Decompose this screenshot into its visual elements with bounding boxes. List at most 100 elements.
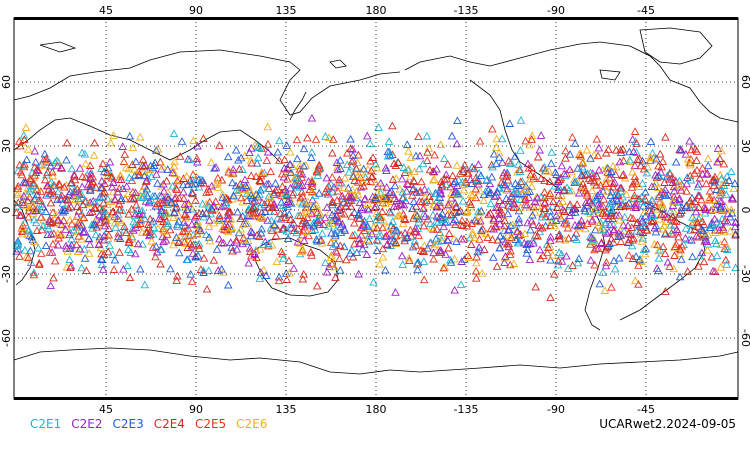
observation-marker xyxy=(507,233,516,242)
observation-marker xyxy=(109,207,118,215)
observation-marker xyxy=(697,195,706,204)
observation-marker xyxy=(135,209,145,218)
observation-marker xyxy=(590,245,599,254)
observation-marker xyxy=(32,226,42,234)
observation-marker xyxy=(125,131,135,140)
observation-marker xyxy=(258,183,268,192)
observation-marker xyxy=(557,249,566,258)
observation-marker xyxy=(375,259,384,268)
observation-marker xyxy=(272,257,282,266)
observation-marker xyxy=(628,254,638,262)
observation-marker xyxy=(233,188,243,197)
observation-marker xyxy=(597,239,606,247)
observation-marker xyxy=(245,186,255,195)
observation-marker xyxy=(346,134,355,143)
observation-marker xyxy=(391,161,401,170)
observation-marker xyxy=(34,243,43,252)
observation-marker xyxy=(98,159,108,168)
observation-marker xyxy=(499,168,509,177)
observation-marker xyxy=(232,235,241,244)
observation-marker xyxy=(293,237,303,246)
observation-marker xyxy=(512,219,521,228)
observation-marker xyxy=(307,113,317,122)
observation-marker xyxy=(658,204,667,213)
left-lat-label: 30 xyxy=(0,139,13,153)
observation-marker xyxy=(273,147,283,156)
observation-marker xyxy=(255,274,265,282)
observation-marker xyxy=(475,208,484,217)
observation-marker xyxy=(250,140,260,149)
observation-marker xyxy=(558,197,567,205)
observation-marker xyxy=(369,222,379,231)
observation-marker xyxy=(331,239,341,248)
observation-marker xyxy=(124,235,134,243)
observation-marker xyxy=(313,215,322,224)
observation-marker xyxy=(307,153,316,161)
observation-marker xyxy=(382,194,391,203)
observation-marker xyxy=(720,237,729,246)
observation-marker xyxy=(80,244,89,253)
observation-marker xyxy=(639,201,648,210)
observation-marker xyxy=(573,258,583,267)
observation-marker xyxy=(470,215,480,224)
observation-marker xyxy=(602,243,611,252)
observation-marker xyxy=(269,220,279,229)
observation-marker xyxy=(420,198,430,206)
observation-marker xyxy=(632,226,641,235)
observation-marker xyxy=(572,235,581,243)
observation-marker xyxy=(204,201,214,210)
observation-marker xyxy=(562,216,571,224)
observation-marker xyxy=(514,214,524,223)
legend-item-c2e4: C2E4 xyxy=(153,417,185,431)
observation-marker xyxy=(375,211,385,220)
observation-marker xyxy=(553,185,563,193)
observation-marker xyxy=(495,219,505,228)
observation-marker xyxy=(649,211,658,219)
observation-marker xyxy=(183,255,193,263)
observation-marker xyxy=(429,200,438,209)
observation-marker xyxy=(239,185,249,193)
observation-marker xyxy=(380,189,389,197)
observation-marker xyxy=(25,231,34,239)
observation-marker xyxy=(72,240,81,249)
left-lat-labels: 60 30 0 -30 -60 xyxy=(0,75,13,347)
observation-marker xyxy=(354,209,364,218)
observation-marker xyxy=(657,162,666,171)
observation-marker xyxy=(630,127,640,135)
observation-marker xyxy=(633,155,642,164)
observation-marker xyxy=(70,175,80,184)
observation-marker xyxy=(91,204,100,212)
observation-marker xyxy=(61,241,71,250)
observation-marker xyxy=(675,176,684,185)
observation-marker xyxy=(495,209,505,218)
observation-marker xyxy=(296,193,305,202)
right-lat-label: 30 xyxy=(739,139,750,153)
observation-marker xyxy=(267,240,277,249)
observation-marker xyxy=(97,255,107,263)
antarctica-coast xyxy=(13,347,739,375)
observation-marker xyxy=(88,177,97,185)
observation-marker xyxy=(670,242,679,251)
observation-marker xyxy=(81,173,90,181)
observation-marker xyxy=(727,205,736,214)
observation-marker xyxy=(148,216,158,225)
observation-marker xyxy=(44,185,54,193)
observation-marker xyxy=(628,135,637,143)
observation-marker xyxy=(587,186,597,194)
observation-marker xyxy=(624,229,633,238)
observation-marker xyxy=(184,199,193,207)
observation-marker xyxy=(341,201,351,210)
observation-marker xyxy=(257,198,267,207)
observation-marker xyxy=(494,148,504,157)
observation-marker xyxy=(229,191,238,200)
observation-marker xyxy=(389,236,398,245)
observation-marker xyxy=(624,250,634,259)
observation-marker xyxy=(420,212,430,220)
observation-marker xyxy=(278,182,287,190)
right-lat-label: 60 xyxy=(739,75,750,89)
observation-marker xyxy=(30,170,40,179)
observation-marker xyxy=(324,133,334,142)
observation-marker xyxy=(382,182,391,191)
observation-marker xyxy=(168,168,177,177)
left-lat-label: -30 xyxy=(0,265,13,283)
